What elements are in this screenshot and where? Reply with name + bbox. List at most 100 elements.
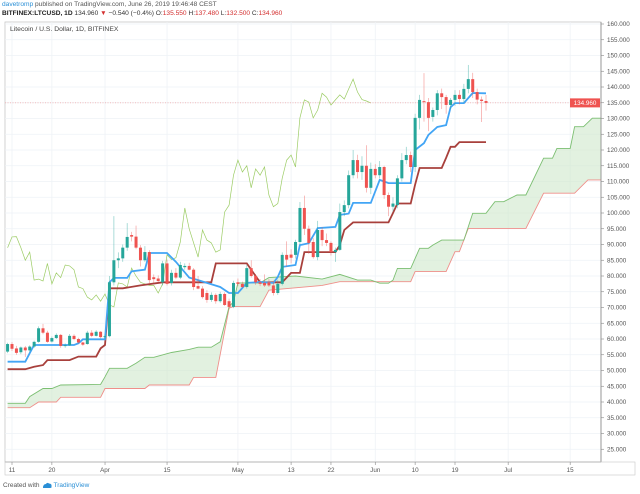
candle-up — [121, 244, 125, 262]
candle-body — [351, 160, 355, 176]
chart-legend: Litecoin / U.S. Dollar, 1D, BITFINEX — [10, 26, 119, 33]
candle-down — [214, 293, 218, 304]
price-axis-label: 60.000 — [607, 336, 627, 343]
candle-body — [99, 331, 103, 338]
candle-down — [23, 345, 27, 357]
price-axis-label: 150.000 — [607, 53, 630, 60]
candle-up — [413, 113, 417, 173]
created-with-text: Created with — [3, 482, 40, 489]
candle-body — [183, 265, 187, 268]
candle-down — [364, 145, 368, 193]
candle-down — [192, 268, 196, 291]
candle-up — [218, 291, 222, 303]
author-link[interactable]: davetromp — [2, 1, 34, 8]
candle-up — [294, 239, 298, 259]
candle-body — [471, 79, 475, 93]
candle-down — [223, 292, 227, 306]
candle-up — [37, 326, 41, 343]
price-axis-label: 40.000 — [607, 399, 627, 406]
footer: Created with TradingView — [3, 482, 89, 489]
candle-body — [138, 247, 142, 261]
candle-down — [45, 330, 49, 343]
price-axis-label: 135.000 — [607, 100, 630, 107]
candle-body — [19, 347, 23, 353]
candle-up — [50, 336, 54, 343]
candle-down — [200, 286, 204, 299]
candle-up — [351, 150, 355, 179]
candle-body — [435, 93, 439, 110]
candle-body — [302, 207, 306, 229]
time-axis-label: 22 — [327, 467, 335, 474]
candle-up — [453, 90, 457, 106]
candle-down — [387, 192, 391, 217]
tradingview-link[interactable]: TradingView — [53, 482, 90, 489]
candle-body — [63, 345, 67, 347]
candle-body — [413, 117, 417, 168]
candle-body — [41, 328, 45, 333]
price-axis-label: 70.000 — [607, 305, 627, 312]
tenkan-sen-line — [7, 92, 487, 363]
open-label: O: — [155, 10, 163, 17]
candle-down — [59, 333, 63, 348]
time-axis-label: Jun — [370, 467, 381, 474]
candle-body — [143, 252, 147, 261]
candle-body — [23, 347, 27, 351]
candle-body — [418, 99, 422, 118]
candle-body — [68, 335, 72, 346]
price-axis-label: 115.000 — [607, 163, 630, 170]
price-axis-label: 100.000 — [607, 210, 630, 217]
candle-down — [81, 341, 85, 346]
price-axis-label: 155.000 — [607, 37, 630, 44]
candle-down — [227, 298, 231, 310]
candle-body — [249, 268, 253, 276]
time-axis-box — [4, 461, 636, 476]
candle-body — [369, 168, 373, 188]
candle-up — [143, 246, 147, 262]
candle-body — [484, 101, 488, 103]
candle-body — [178, 264, 182, 278]
candle-body — [475, 92, 479, 100]
candle-body — [169, 272, 173, 283]
candle-body — [356, 160, 360, 173]
candle-body — [107, 282, 111, 337]
candle-body — [50, 338, 54, 342]
candle-body — [218, 293, 222, 302]
candle-up — [54, 333, 58, 339]
senkou-span-b-line — [7, 179, 601, 409]
candle-body — [156, 278, 160, 282]
low-label: L: — [220, 10, 227, 17]
candle-body — [152, 277, 156, 280]
candle-body — [10, 344, 14, 349]
candle-up — [418, 94, 422, 130]
chikou-span-line — [7, 78, 371, 308]
candle-down — [147, 250, 151, 284]
candle-body — [223, 293, 227, 305]
candle-body — [333, 249, 337, 253]
candle-body — [307, 228, 311, 243]
candle-body — [59, 334, 63, 346]
candle-body — [165, 263, 169, 284]
candle-body — [391, 203, 395, 207]
candle-body — [134, 236, 138, 248]
price-axis-label: 95.000 — [607, 226, 627, 233]
candle-body — [32, 341, 36, 347]
candle-body — [400, 160, 404, 179]
candle-down — [444, 94, 448, 114]
candle-body — [426, 102, 430, 118]
high-label: H: — [188, 10, 196, 17]
candle-body — [94, 331, 98, 336]
symbol-name: BITFINEX:LTCUSD, 1D — [2, 10, 73, 17]
time-axis-label: 10 — [412, 467, 420, 474]
price-axis-label: 55.000 — [607, 352, 627, 359]
candle-body — [112, 260, 116, 283]
low-value: 132.500 — [226, 10, 251, 17]
candle-body — [214, 294, 218, 302]
candle-up — [68, 333, 72, 346]
price-axis-label: 50.000 — [607, 368, 627, 375]
candle-up — [63, 343, 67, 348]
price-axis-label: 25.000 — [607, 446, 627, 453]
candle-body — [298, 207, 302, 242]
candle-body — [320, 230, 324, 241]
candle-down — [205, 290, 209, 303]
